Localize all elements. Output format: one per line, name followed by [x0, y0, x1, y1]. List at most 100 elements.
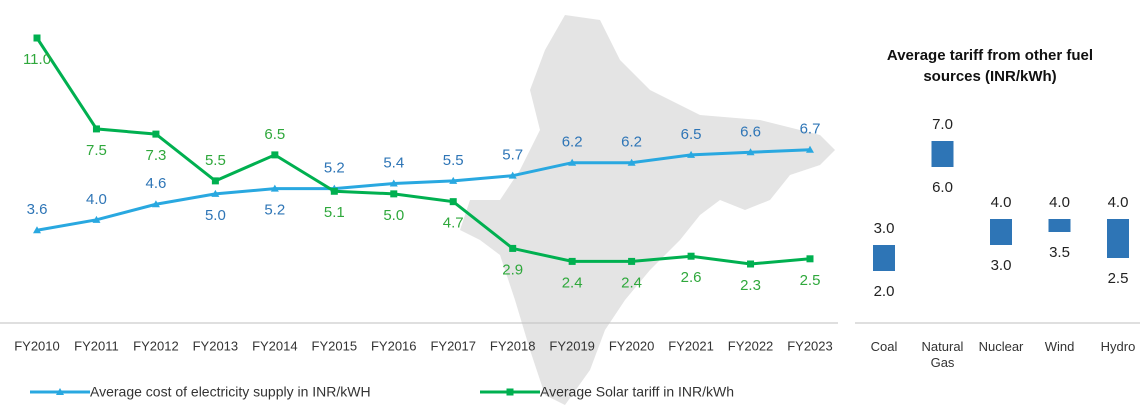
data-label: 6.6	[740, 123, 761, 140]
point-marker	[568, 158, 577, 166]
x-tick-label: FY2015	[312, 338, 358, 353]
point-marker	[92, 215, 101, 223]
data-label: 2.5	[1108, 270, 1129, 287]
data-label: 4.0	[1108, 194, 1129, 211]
data-label: 3.0	[991, 257, 1012, 274]
data-label: 5.4	[383, 154, 404, 171]
data-label: 4.0	[1049, 194, 1070, 211]
point-marker	[211, 189, 220, 197]
point-marker	[806, 255, 814, 263]
x-tick-label: FY2023	[787, 338, 833, 353]
data-label: 7.3	[145, 147, 166, 164]
data-label: 6.2	[562, 134, 583, 151]
point-marker	[627, 158, 636, 166]
series-line	[35, 37, 811, 266]
data-label: 2.6	[681, 269, 702, 286]
data-label: 5.2	[324, 160, 345, 177]
x-tick-label-box: Wind	[1044, 339, 1075, 354]
x-tick-label: Natural Gas	[921, 339, 964, 370]
point-marker	[628, 257, 636, 265]
point-marker	[806, 145, 814, 153]
data-label: 5.7	[502, 147, 523, 164]
data-label: 2.4	[562, 274, 583, 291]
x-tick-label: FY2014	[252, 338, 298, 353]
data-label: 5.0	[205, 207, 226, 224]
data-label: 6.5	[264, 126, 285, 143]
legend-marker	[506, 388, 514, 396]
x-tick-label: Hydro	[1100, 339, 1136, 354]
legend-label: Average cost of electricity supply in IN…	[90, 384, 371, 400]
range-bar	[990, 219, 1012, 245]
point-marker	[151, 200, 160, 208]
data-label: 6.5	[681, 126, 702, 143]
legend-marker	[56, 388, 64, 395]
point-marker	[509, 244, 517, 252]
data-label: 4.6	[145, 175, 166, 192]
x-tick-label-box: Hydro	[1100, 339, 1136, 354]
point-marker	[449, 176, 458, 184]
x-tick-label: FY2016	[371, 338, 417, 353]
data-label: 6.0	[932, 179, 953, 196]
data-label: 7.5	[86, 142, 107, 159]
point-marker	[330, 187, 338, 195]
point-marker	[449, 198, 457, 206]
point-marker	[568, 257, 576, 265]
data-label: 2.5	[800, 272, 821, 289]
series-line	[36, 148, 811, 232]
x-tick-label-box: Coal	[870, 339, 898, 354]
x-tick-label-box: Nuclear	[978, 339, 1024, 354]
point-marker	[390, 190, 398, 198]
data-label: 6.2	[621, 134, 642, 151]
x-tick-label: Wind	[1044, 339, 1075, 354]
point-marker	[270, 184, 279, 192]
point-marker	[746, 148, 755, 156]
point-marker	[92, 125, 100, 133]
x-tick-label: Coal	[870, 339, 898, 354]
data-label: 4.7	[443, 215, 464, 232]
data-label: 2.3	[740, 277, 761, 294]
data-label: 7.0	[932, 116, 953, 133]
x-tick-label: FY2010	[14, 338, 60, 353]
point-marker	[152, 130, 160, 138]
data-label: 5.2	[264, 202, 285, 219]
data-label: 2.0	[874, 283, 895, 300]
range-bar	[873, 245, 895, 271]
range-chart-title-box: Average tariff from other fuel sources (…	[886, 47, 1094, 85]
data-label: 3.6	[27, 201, 48, 218]
data-label: 11.0	[23, 51, 51, 68]
point-marker	[389, 179, 398, 187]
point-marker	[747, 260, 755, 268]
x-tick-label: Nuclear	[978, 339, 1024, 354]
legend-label: Average Solar tariff in INR/kWh	[540, 384, 734, 400]
data-label: 4.0	[86, 191, 107, 208]
x-tick-label: FY2011	[74, 338, 119, 353]
data-label: 2.4	[621, 274, 642, 291]
data-label: 3.5	[1049, 244, 1070, 261]
range-bar	[931, 141, 954, 167]
x-tick-label: FY2013	[193, 338, 239, 353]
range-bar	[1107, 219, 1129, 258]
point-marker	[687, 252, 695, 260]
x-tick-label: FY2021	[668, 338, 714, 353]
x-tick-label: FY2020	[609, 338, 655, 353]
data-label: 4.0	[991, 194, 1012, 211]
x-tick-label: FY2018	[490, 338, 536, 353]
x-tick-label: FY2012	[133, 338, 179, 353]
india-map-background	[460, 15, 835, 405]
x-tick-label: FY2022	[728, 338, 774, 353]
point-marker	[508, 171, 517, 179]
data-label: 5.5	[443, 152, 464, 169]
x-tick-label-box: Natural Gas	[921, 339, 964, 370]
point-marker	[33, 34, 41, 42]
point-marker	[271, 151, 279, 159]
range-bar	[1048, 219, 1071, 232]
range-chart-title: Average tariff from other fuel sources (…	[886, 47, 1094, 85]
data-label: 5.5	[205, 152, 226, 169]
point-marker	[33, 226, 41, 234]
point-marker	[687, 150, 696, 158]
x-tick-label: FY2019	[549, 338, 595, 353]
point-marker	[211, 177, 219, 185]
x-tick-label: FY2017	[430, 338, 476, 353]
data-label: 3.0	[874, 220, 895, 237]
